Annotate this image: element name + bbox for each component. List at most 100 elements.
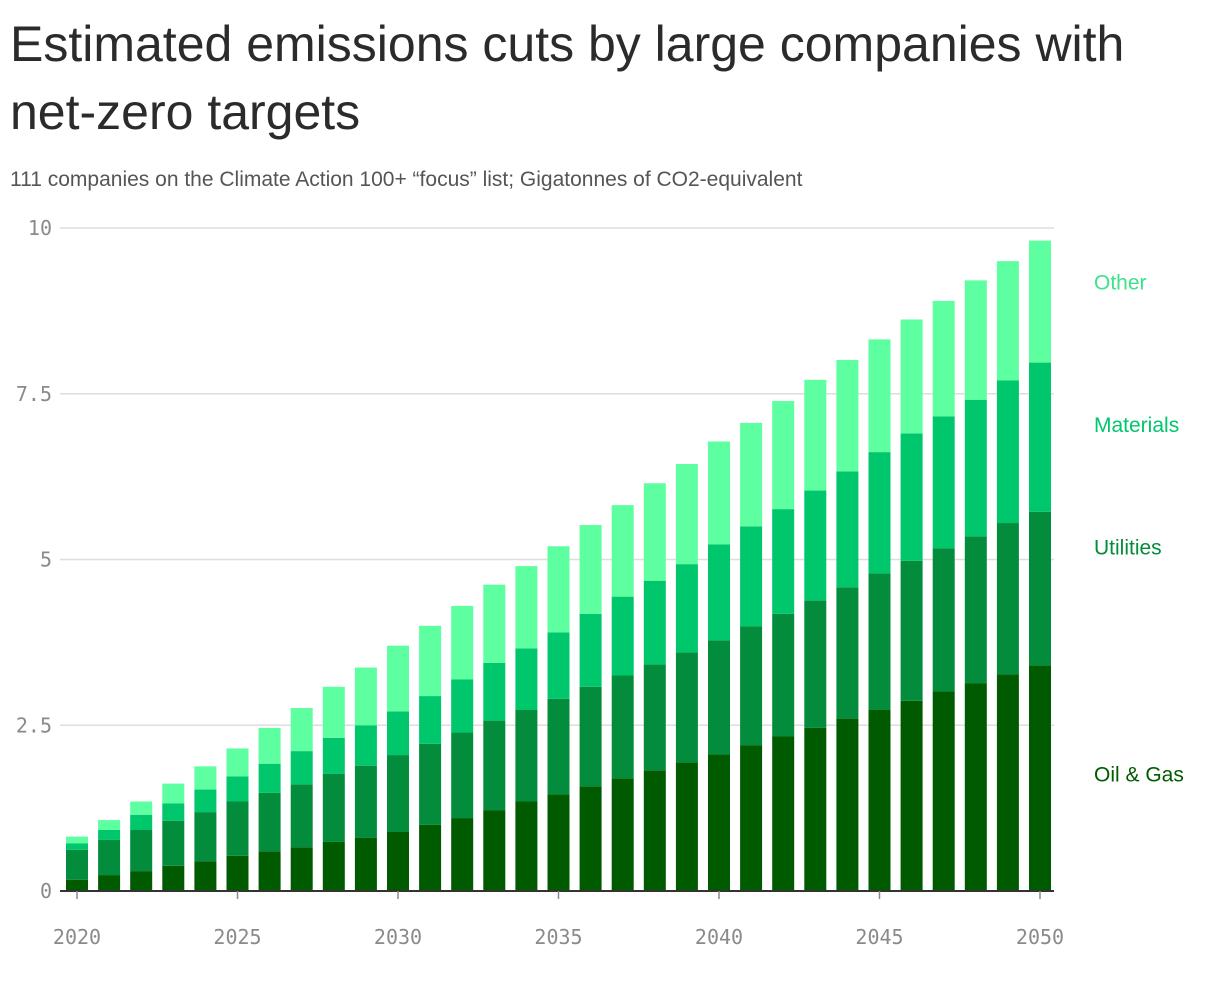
bar-segment bbox=[98, 839, 121, 876]
bar-segment bbox=[290, 751, 313, 785]
bar-segment bbox=[66, 849, 88, 880]
bar-segment bbox=[708, 544, 730, 641]
bar-segment bbox=[194, 766, 217, 790]
bar-segment bbox=[226, 855, 249, 891]
bar-segment bbox=[611, 505, 634, 597]
bar-segment bbox=[868, 710, 891, 891]
y-tick-label: 7.5 bbox=[16, 382, 52, 406]
bar-segment bbox=[579, 525, 602, 614]
bar-segment bbox=[804, 490, 827, 601]
bar-segment bbox=[868, 573, 891, 711]
bar-segment bbox=[643, 580, 666, 665]
bar-segment bbox=[643, 770, 666, 891]
bar-segment bbox=[419, 743, 442, 825]
y-tick-label: 5 bbox=[40, 548, 52, 572]
bar-segment bbox=[354, 837, 377, 891]
bar-segment bbox=[483, 584, 506, 663]
bar-segment bbox=[836, 471, 859, 588]
bar-segment bbox=[996, 674, 1019, 891]
bar-segment bbox=[804, 600, 827, 728]
bar-segment bbox=[900, 700, 923, 891]
bar-segment bbox=[964, 683, 987, 891]
bar-segment bbox=[1029, 240, 1051, 363]
x-tick-label: 2050 bbox=[1016, 925, 1064, 949]
bar-segment bbox=[836, 718, 859, 891]
bar-segment bbox=[387, 755, 409, 832]
bar-segment bbox=[387, 711, 409, 756]
bar-segment bbox=[354, 725, 377, 766]
legend-label: Oil & Gas bbox=[1094, 763, 1184, 786]
y-tick-label: 10 bbox=[28, 216, 52, 240]
bar-segment bbox=[290, 708, 313, 752]
bar-segment bbox=[643, 664, 666, 771]
bar-segment bbox=[290, 784, 313, 848]
bar-segment bbox=[708, 441, 730, 545]
bar-segment bbox=[483, 662, 506, 721]
bar-segment bbox=[675, 464, 698, 565]
x-tick-label: 2045 bbox=[855, 925, 903, 949]
bar-segment bbox=[996, 261, 1019, 381]
bar-segment bbox=[996, 380, 1019, 524]
bar-segment bbox=[1029, 511, 1051, 666]
bar-segment bbox=[900, 560, 923, 701]
bar-segment bbox=[515, 801, 538, 891]
bar-segment bbox=[804, 379, 827, 491]
bar-segment bbox=[675, 652, 698, 763]
bar-segment bbox=[451, 818, 474, 891]
bar-segment bbox=[772, 613, 795, 737]
bar-segment bbox=[194, 789, 217, 813]
bar-segment bbox=[354, 765, 377, 838]
bar-segment bbox=[932, 416, 955, 549]
bar-segment bbox=[964, 399, 987, 537]
bar-segment bbox=[900, 433, 923, 561]
bar-segment bbox=[98, 820, 121, 831]
legend-label: Other bbox=[1094, 272, 1147, 295]
bar-segment bbox=[836, 359, 859, 472]
x-tick-label: 2040 bbox=[695, 925, 743, 949]
bar-segment bbox=[130, 814, 153, 831]
legend-label: Utilities bbox=[1094, 537, 1162, 560]
bar-segment bbox=[162, 820, 185, 866]
bar-segment bbox=[258, 727, 281, 764]
bar-segment bbox=[772, 509, 795, 614]
bar-segment bbox=[98, 875, 121, 891]
x-tick-label: 2025 bbox=[213, 925, 261, 949]
bar-segment bbox=[547, 546, 570, 633]
bar-segment bbox=[643, 483, 666, 581]
bar-segment bbox=[194, 812, 217, 862]
bar-segment bbox=[419, 824, 442, 891]
chart-title: Estimated emissions cuts by large compan… bbox=[10, 16, 1125, 140]
bar-segment bbox=[483, 810, 506, 891]
bar-segment bbox=[836, 587, 859, 719]
bar-segment bbox=[900, 319, 923, 434]
bar-segment bbox=[740, 526, 763, 627]
bar-segment bbox=[322, 686, 345, 738]
y-tick-label: 2.5 bbox=[16, 713, 52, 737]
bar-segment bbox=[868, 452, 891, 574]
bar-segment bbox=[932, 300, 955, 417]
bar-segment bbox=[579, 786, 602, 891]
legend-label: Materials bbox=[1094, 414, 1179, 437]
bar-segment bbox=[772, 401, 795, 510]
bar-segment bbox=[868, 339, 891, 453]
bar-segment bbox=[547, 698, 570, 795]
bar-segment bbox=[547, 632, 570, 699]
chart-subtitle: 111 companies on the Climate Action 100+… bbox=[10, 168, 803, 191]
bar-segment bbox=[162, 803, 185, 821]
bar-segment bbox=[322, 841, 345, 891]
bar-segment bbox=[996, 523, 1019, 675]
bar-segment bbox=[226, 748, 249, 777]
bar-segment bbox=[675, 564, 698, 653]
bar-segment bbox=[322, 737, 345, 774]
bar-segment bbox=[547, 794, 570, 891]
bar-segment bbox=[194, 861, 217, 891]
bar-segment bbox=[611, 596, 634, 676]
bar-segment bbox=[964, 280, 987, 400]
bar-segment bbox=[419, 625, 442, 697]
bar-segment bbox=[932, 548, 955, 692]
bar-segment bbox=[804, 727, 827, 891]
bars bbox=[66, 240, 1051, 891]
bar-segment bbox=[387, 645, 409, 712]
bar-segment bbox=[515, 710, 538, 802]
